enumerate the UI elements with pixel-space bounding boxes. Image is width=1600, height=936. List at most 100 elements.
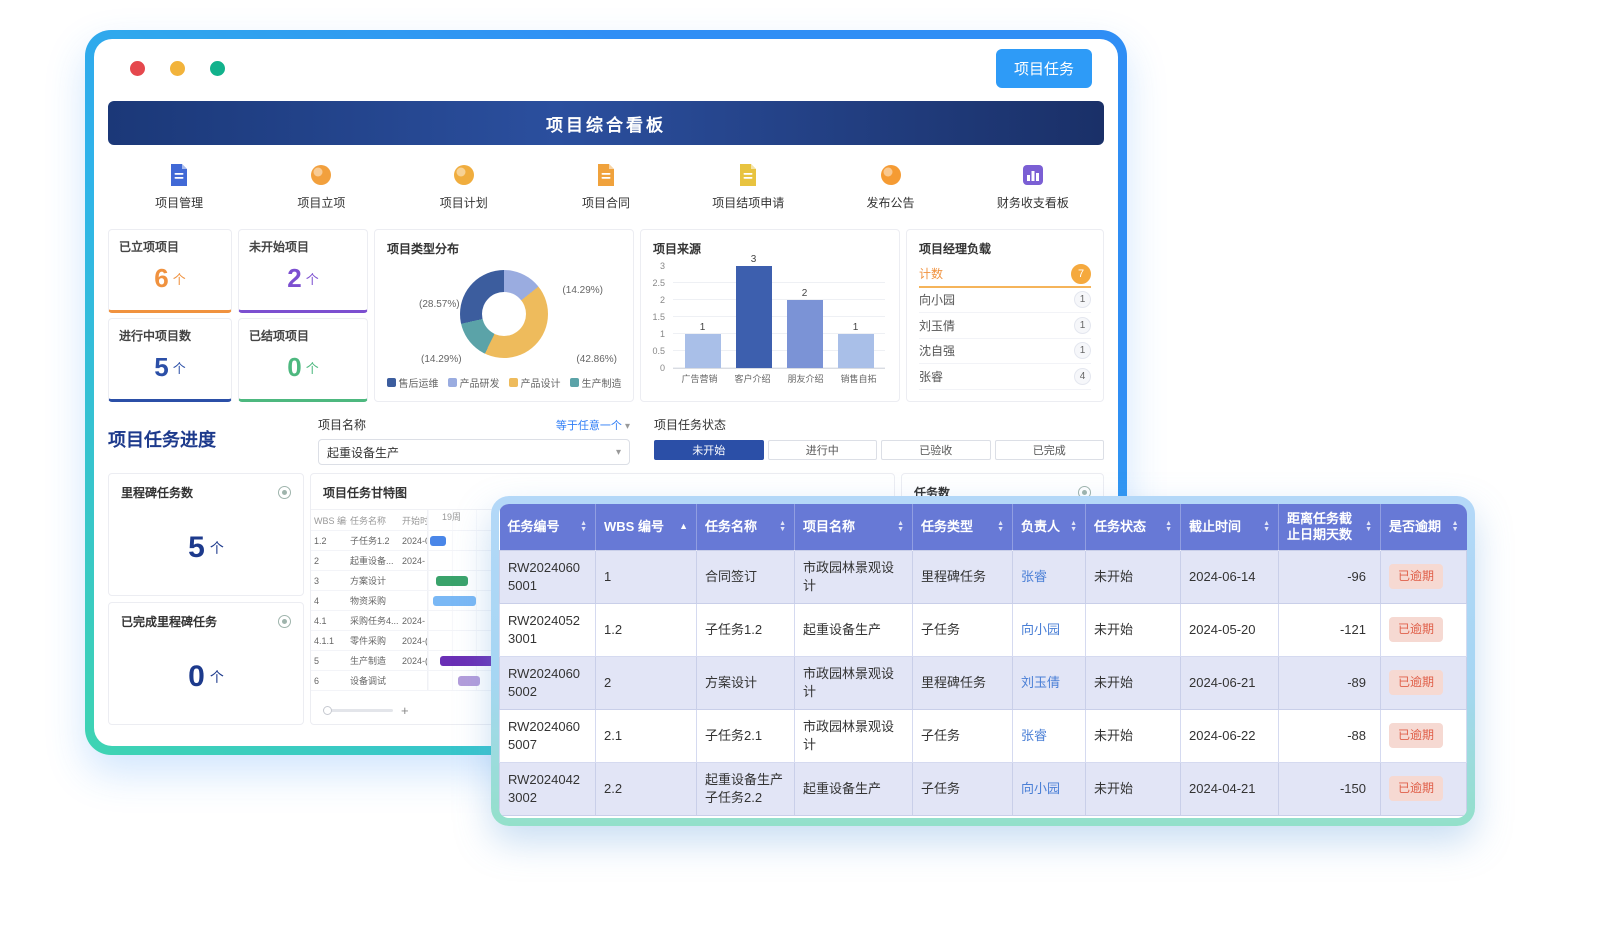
gantt-task-name: 生产制造	[350, 656, 387, 666]
x-axis-label: 朋友介绍	[787, 374, 824, 384]
column-header[interactable]: 负责人 ▲ ▼	[1012, 504, 1086, 550]
gantt-col-start: 开始时...	[402, 515, 427, 526]
manager-load-row[interactable]: 计数 7	[919, 262, 1091, 288]
table-cell: 起重设备生产子任务2.2	[696, 761, 795, 816]
table-cell: 2.1	[595, 708, 697, 763]
project-name-filter-group: 项目名称 等于任意一个 ▾ 起重设备生产 ▾	[318, 416, 630, 465]
gantt-timeline-label: 19周	[442, 512, 462, 522]
column-header[interactable]: 任务状态 ▲ ▼	[1085, 504, 1181, 550]
table-row[interactable]: RW20240605002 2 方案设计 市政园林景观设计 里程碑任务 刘玉倩 未开始 202…	[499, 655, 1467, 710]
gantt-bar[interactable]	[433, 596, 476, 606]
manager-load-row[interactable]: 沈自强 1	[919, 339, 1091, 364]
table-row[interactable]: RW20240423002 2.2 起重设备生产子任务2.2 起重设备生产 子任务 向小园…	[499, 761, 1467, 816]
gantt-bar[interactable]	[440, 656, 495, 666]
gantt-start: 2024-(	[402, 655, 427, 666]
bar-group: 3	[735, 254, 772, 368]
table-cell: 子任务	[912, 602, 1013, 657]
gantt-task-name: 物资采购	[350, 596, 387, 606]
manager-load-row[interactable]: 张睿 4	[919, 364, 1091, 390]
column-header[interactable]: 任务类型 ▲ ▼	[912, 504, 1013, 550]
project-name-select-value: 起重设备生产	[327, 445, 400, 460]
window-close-button[interactable]	[130, 60, 145, 76]
finance-board-icon	[1021, 163, 1045, 187]
gantt-title: 项目任务甘特图	[323, 486, 408, 500]
quick-nav-item[interactable]: 项目计划	[393, 145, 535, 229]
table-cell: -121	[1278, 602, 1381, 657]
project-closure-request-icon	[738, 163, 758, 187]
table-row[interactable]: RW20240523001 1.2 子任务1.2 起重设备生产 子任务 向小园 未开始 202…	[499, 602, 1467, 657]
manager-load-card: 项目经理负载 计数 7 向小园 1 刘玉倩 1 沈自强 1 张睿 4	[906, 229, 1104, 402]
column-header[interactable]: 截止时间 ▲ ▼	[1180, 504, 1279, 550]
stat-label: 已结项项目	[249, 329, 310, 343]
quick-nav-item[interactable]: 项目管理	[108, 145, 250, 229]
status-filter-button[interactable]: 进行中	[767, 440, 877, 460]
column-header[interactable]: 任务编号 ▲ ▼	[499, 504, 596, 550]
stat-label: 未开始项目	[249, 240, 310, 254]
table-cell: -96	[1278, 549, 1381, 604]
stat-card: 进行中项目数 5 个	[108, 318, 232, 402]
manager-load-row[interactable]: 向小园 1	[919, 288, 1091, 313]
gantt-col-name: 任务名称	[350, 515, 387, 526]
table-row[interactable]: RW20240605001 1 合同签订 市政园林景观设计 里程碑任务 张睿 未开始 2024…	[499, 549, 1467, 604]
x-axis-label: 客户介绍	[734, 374, 771, 384]
table-cell: 方案设计	[696, 655, 795, 710]
gantt-zoom-slider[interactable]	[323, 706, 393, 715]
owner-link[interactable]: 刘玉倩	[1021, 674, 1061, 690]
status-filter-button[interactable]: 已验收	[881, 440, 991, 460]
column-header[interactable]: 距离任务截止日期天数 ▲ ▼	[1278, 504, 1381, 550]
gantt-zoom-knob[interactable]	[323, 706, 332, 715]
project-name-select[interactable]: 起重设备生产 ▾	[318, 439, 630, 465]
column-label: WBS 编号	[604, 518, 664, 534]
overdue-badge: 已逾期	[1389, 617, 1444, 642]
table-cell: 向小园	[1012, 602, 1086, 657]
column-header[interactable]: WBS 编号 ▲	[595, 504, 697, 550]
column-header[interactable]: 是否逾期 ▲ ▼	[1380, 504, 1467, 550]
owner-link[interactable]: 张睿	[1021, 727, 1048, 743]
percent-label: (42.86%)	[576, 354, 617, 365]
project-type-distribution-chart: (28.57%) (14.29%) (42.86%) (14.29%)	[375, 257, 633, 371]
project-tasks-button[interactable]: 项目任务	[995, 48, 1092, 88]
window-zoom-button[interactable]	[210, 60, 225, 76]
status-filter-button[interactable]: 未开始	[654, 440, 764, 460]
zoom-in-icon[interactable]: +	[401, 703, 409, 718]
quick-nav-item[interactable]: 项目立项	[250, 145, 392, 229]
stats-row: 已立项项目 6 个进行中项目数 5 个 未开始项目 2 个已结项项目 0 个 项目类型分布 (2…	[108, 229, 1104, 402]
y-axis-tick: 3	[659, 261, 665, 271]
sort-icon: ▲ ▼	[1451, 519, 1459, 533]
project-source-chart: 0 0.5 1 1.5 2 2.5 3 1 3 2 1	[652, 254, 885, 373]
window-minimize-button[interactable]	[170, 60, 185, 76]
gantt-bar[interactable]	[458, 676, 480, 686]
project-contract-icon	[596, 163, 616, 187]
announcement-icon	[879, 163, 903, 187]
status-filter-button[interactable]: 已完成	[994, 440, 1104, 460]
y-axis-tick: 1.5	[652, 312, 665, 322]
gantt-bar[interactable]	[436, 576, 468, 586]
section-title: 项目任务进度	[108, 430, 216, 450]
bar-value-label: 3	[750, 254, 757, 265]
gantt-col-wbs: WBS 编号	[314, 515, 347, 526]
quick-nav-item[interactable]: 项目合同	[535, 145, 677, 229]
manager-name: 刘玉倩	[919, 318, 956, 333]
table-row[interactable]: RW20240605007 2.1 子任务2.1 市政园林景观设计 子任务 张睿 未开始 20…	[499, 708, 1467, 763]
table-cell: 未开始	[1085, 761, 1181, 816]
task-table: 任务编号 ▲ ▼ WBS 编号 ▲ 任务名称 ▲ ▼ 项目名称 ▲ ▼ 任务类型 ▲ ▼ 负责人 ▲ ▼ 任务状态…	[499, 504, 1467, 816]
operator-link[interactable]: 等于任意一个 ▾	[555, 419, 630, 432]
table-cell: 未开始	[1085, 708, 1181, 763]
quick-nav-item[interactable]: 项目结项申请	[677, 145, 819, 229]
gantt-zoom-control: +	[311, 697, 894, 724]
table-cell: RW20240605007	[499, 708, 596, 763]
owner-link[interactable]: 张睿	[1021, 568, 1048, 584]
y-axis-tick: 0	[659, 363, 665, 373]
quick-nav-item[interactable]: 财务收支看板	[962, 145, 1104, 229]
owner-link[interactable]: 向小园	[1021, 780, 1061, 796]
owner-link[interactable]: 向小园	[1021, 621, 1061, 637]
column-header[interactable]: 项目名称 ▲ ▼	[794, 504, 913, 550]
stat-card: 已立项项目 6 个	[108, 229, 232, 313]
column-header[interactable]: 任务名称 ▲ ▼	[696, 504, 795, 550]
gantt-bar[interactable]	[430, 536, 446, 546]
quick-nav-item[interactable]: 发布公告	[819, 145, 961, 229]
completed-milestone-label: 已完成里程碑任务	[121, 615, 218, 629]
manager-load-row[interactable]: 刘玉倩 1	[919, 313, 1091, 339]
bar	[684, 334, 721, 368]
